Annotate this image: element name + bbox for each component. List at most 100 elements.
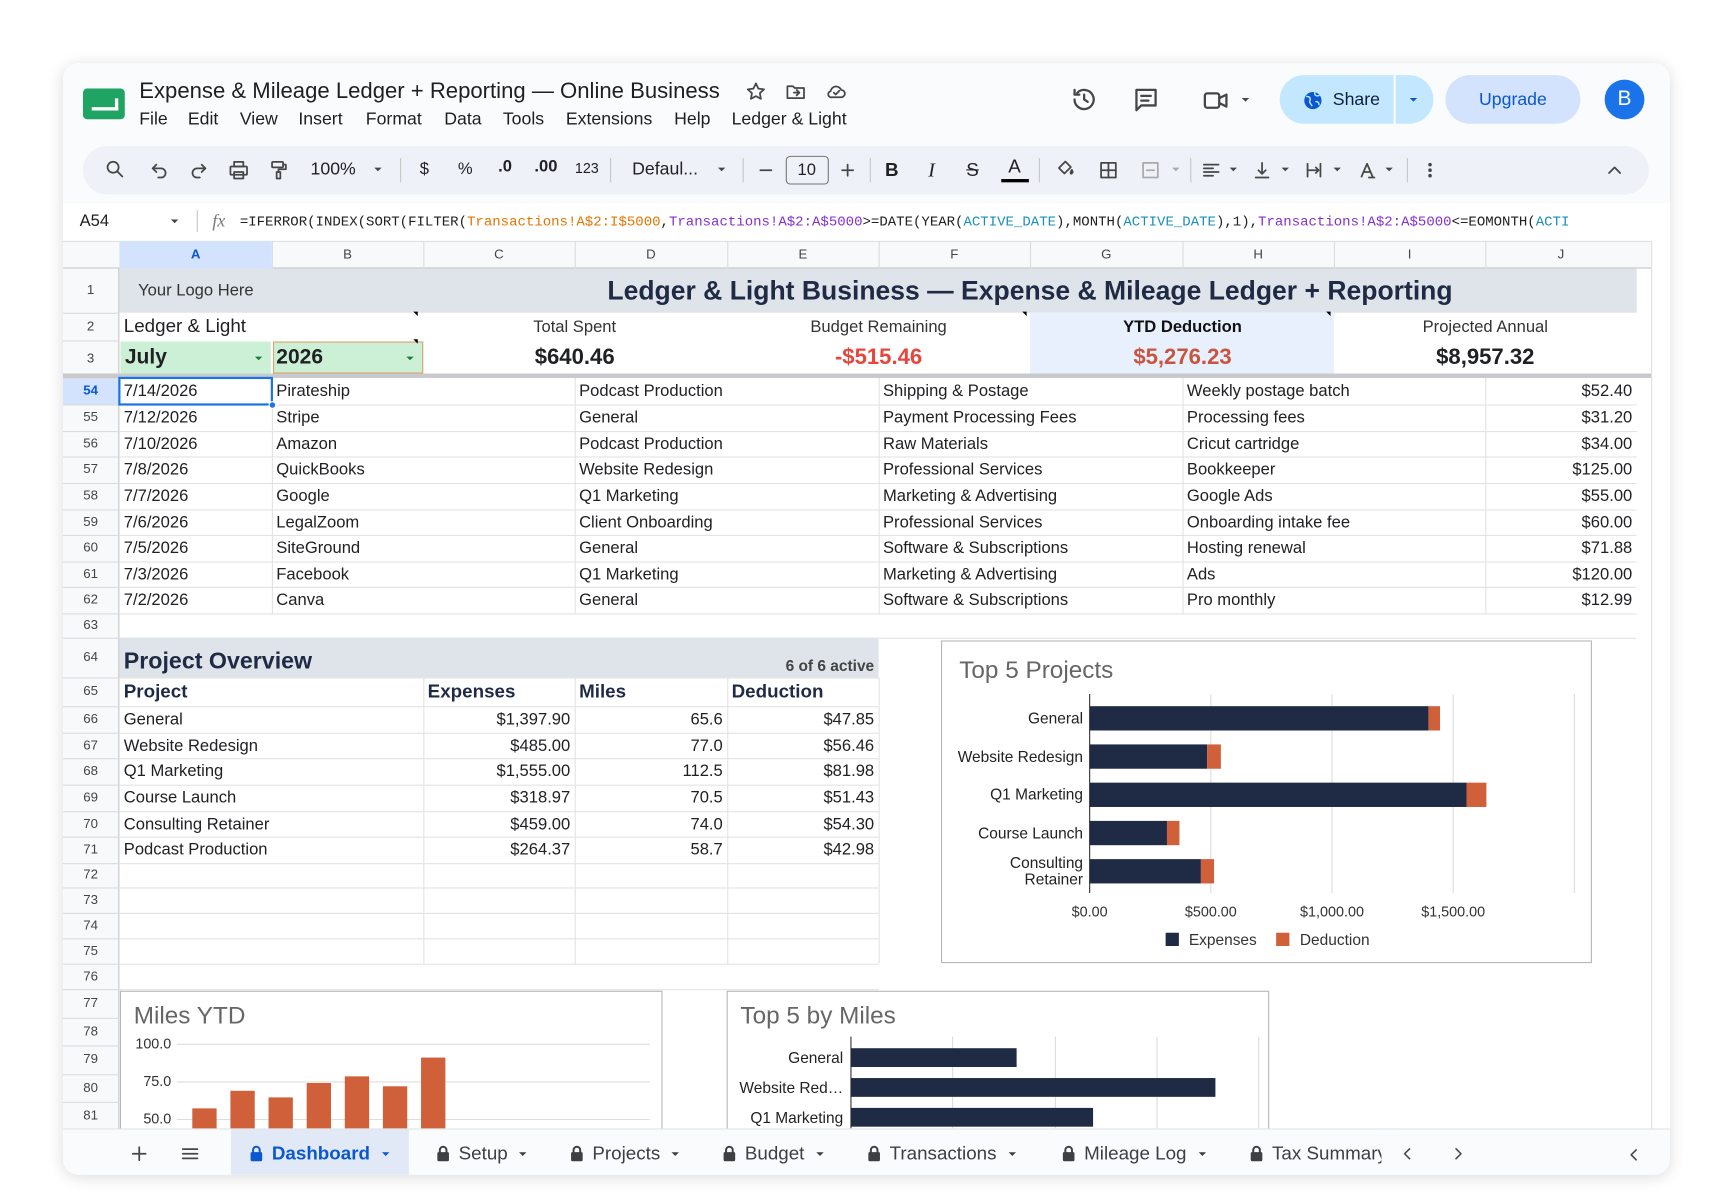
row-header: 71: [83, 841, 99, 857]
align-caret: [1229, 167, 1238, 172]
icon-part: [1229, 167, 1238, 172]
paint-format-icon[interactable]: [267, 159, 289, 181]
align-icon[interactable]: [1200, 159, 1222, 181]
sheet-tab[interactable]: Setup: [458, 1142, 508, 1164]
search-icon[interactable]: [104, 158, 126, 180]
move-icon[interactable]: [785, 81, 807, 103]
sheet-tab[interactable]: Budget: [744, 1142, 805, 1164]
menu-item[interactable]: Edit: [187, 110, 219, 130]
sheet-tab[interactable]: Mileage Log: [1084, 1142, 1187, 1164]
avatar[interactable]: [1604, 79, 1645, 120]
sheet-tab[interactable]: Dashboard: [271, 1142, 370, 1164]
font-select[interactable]: Defaul...: [632, 160, 698, 179]
icon-part: [406, 356, 414, 361]
tab-scroll-right[interactable]: [1448, 1144, 1468, 1164]
star-icon[interactable]: [745, 81, 767, 103]
decrease-decimals-button[interactable]: .0: [498, 157, 512, 177]
italic-button[interactable]: I: [928, 158, 935, 181]
borders-icon[interactable]: [1097, 159, 1119, 181]
text-cell: Marketing & Advertising: [882, 486, 1058, 506]
icon-part: [1142, 161, 1159, 179]
charts: [119, 640, 1592, 1129]
add-sheet-icon[interactable]: [128, 1143, 150, 1165]
legend-swatch: [1165, 932, 1179, 946]
menu-item[interactable]: Extensions: [565, 110, 653, 130]
menu-item[interactable]: Insert: [298, 110, 343, 130]
formula-segment: Transactions!A$2:I$5000: [467, 213, 661, 230]
valign-icon[interactable]: [1251, 159, 1273, 181]
wrap-icon[interactable]: [1303, 159, 1325, 181]
meet-icon[interactable]: [1201, 86, 1230, 115]
row-header: 56: [83, 434, 99, 451]
avatar-letter[interactable]: B: [1617, 87, 1632, 111]
font-size-value[interactable]: 10: [797, 160, 816, 180]
icon-part: [671, 1152, 679, 1156]
explore-toggle[interactable]: [1625, 1145, 1645, 1165]
text-color-button[interactable]: A: [1008, 156, 1021, 178]
menu-item[interactable]: View: [239, 110, 278, 130]
sheet-tab[interactable]: Projects: [592, 1142, 661, 1164]
font-size-minus[interactable]: [755, 159, 777, 181]
menu-item[interactable]: Tools: [502, 110, 545, 130]
column-divider: [574, 240, 576, 269]
column-divider: [1029, 240, 1032, 269]
number-format-button[interactable]: 123: [574, 159, 599, 177]
menu-item[interactable]: Ledger & Light: [731, 110, 847, 130]
increase-decimals-button[interactable]: .00: [534, 157, 558, 177]
tab-caret: [1008, 1152, 1016, 1156]
menu-item[interactable]: File: [139, 110, 168, 130]
text-cell: Software & Subscriptions: [882, 538, 1069, 558]
more-icon[interactable]: [1419, 159, 1441, 181]
share-label[interactable]: Share: [1332, 90, 1380, 110]
cloud-icon[interactable]: [826, 81, 848, 103]
cell-border: [119, 758, 879, 760]
icon-part: [1254, 161, 1270, 179]
undo-icon[interactable]: [148, 159, 170, 181]
rotate-icon[interactable]: [1356, 159, 1378, 181]
merge-icon[interactable]: [1139, 159, 1161, 181]
month-dropdown[interactable]: July: [124, 345, 167, 370]
comments-icon[interactable]: [1132, 85, 1161, 114]
cell-border: [574, 677, 576, 964]
menu-item[interactable]: Help: [674, 110, 711, 130]
icon-part: [106, 160, 120, 174]
icon-part: [1306, 91, 1320, 107]
upgrade-label[interactable]: Upgrade: [1479, 90, 1547, 110]
ytd-highlight: [1029, 312, 1334, 374]
percent-button[interactable]: %: [457, 159, 473, 179]
row-header: 66: [83, 710, 99, 727]
project-table-header: Project: [123, 681, 188, 703]
row-header: 73: [83, 891, 99, 907]
bold-button[interactable]: B: [885, 159, 899, 181]
font-size-box[interactable]: [785, 155, 829, 185]
icon-part: [792, 89, 801, 97]
currency-button[interactable]: $: [419, 159, 429, 179]
history-icon[interactable]: [1070, 85, 1099, 114]
print-icon[interactable]: [228, 159, 250, 181]
menu-item[interactable]: Data: [444, 110, 482, 130]
row-header-column: [62, 268, 120, 1130]
x-tick-label: $500.00: [1184, 903, 1237, 921]
column-divider: [727, 240, 729, 269]
sheet-tab[interactable]: Tax Summary: [1272, 1142, 1387, 1164]
icon-part: [717, 167, 726, 172]
all-sheets-icon[interactable]: [179, 1143, 201, 1165]
year-dropdown[interactable]: 2026: [276, 345, 324, 370]
project-number: $42.98: [823, 840, 875, 860]
redo-icon[interactable]: [188, 159, 210, 181]
name-box[interactable]: A54: [79, 211, 110, 231]
collapse-icon[interactable]: [1604, 159, 1626, 181]
strikethrough-button[interactable]: S: [966, 159, 979, 181]
icon-part: [1062, 1145, 1075, 1162]
cell-border: [727, 677, 729, 964]
zoom-select[interactable]: 100%: [310, 160, 356, 179]
menu-item[interactable]: Format: [365, 110, 422, 130]
row-header: 1: [86, 281, 95, 298]
row-header: 65: [83, 683, 99, 699]
sheet-tab[interactable]: Transactions: [889, 1142, 997, 1164]
upgrade-button[interactable]: [1445, 75, 1581, 124]
column-divider: [1333, 240, 1335, 269]
fill-color-icon[interactable]: [1054, 157, 1076, 179]
font-size-plus[interactable]: [837, 159, 859, 181]
tab-scroll-left[interactable]: [1398, 1144, 1418, 1164]
